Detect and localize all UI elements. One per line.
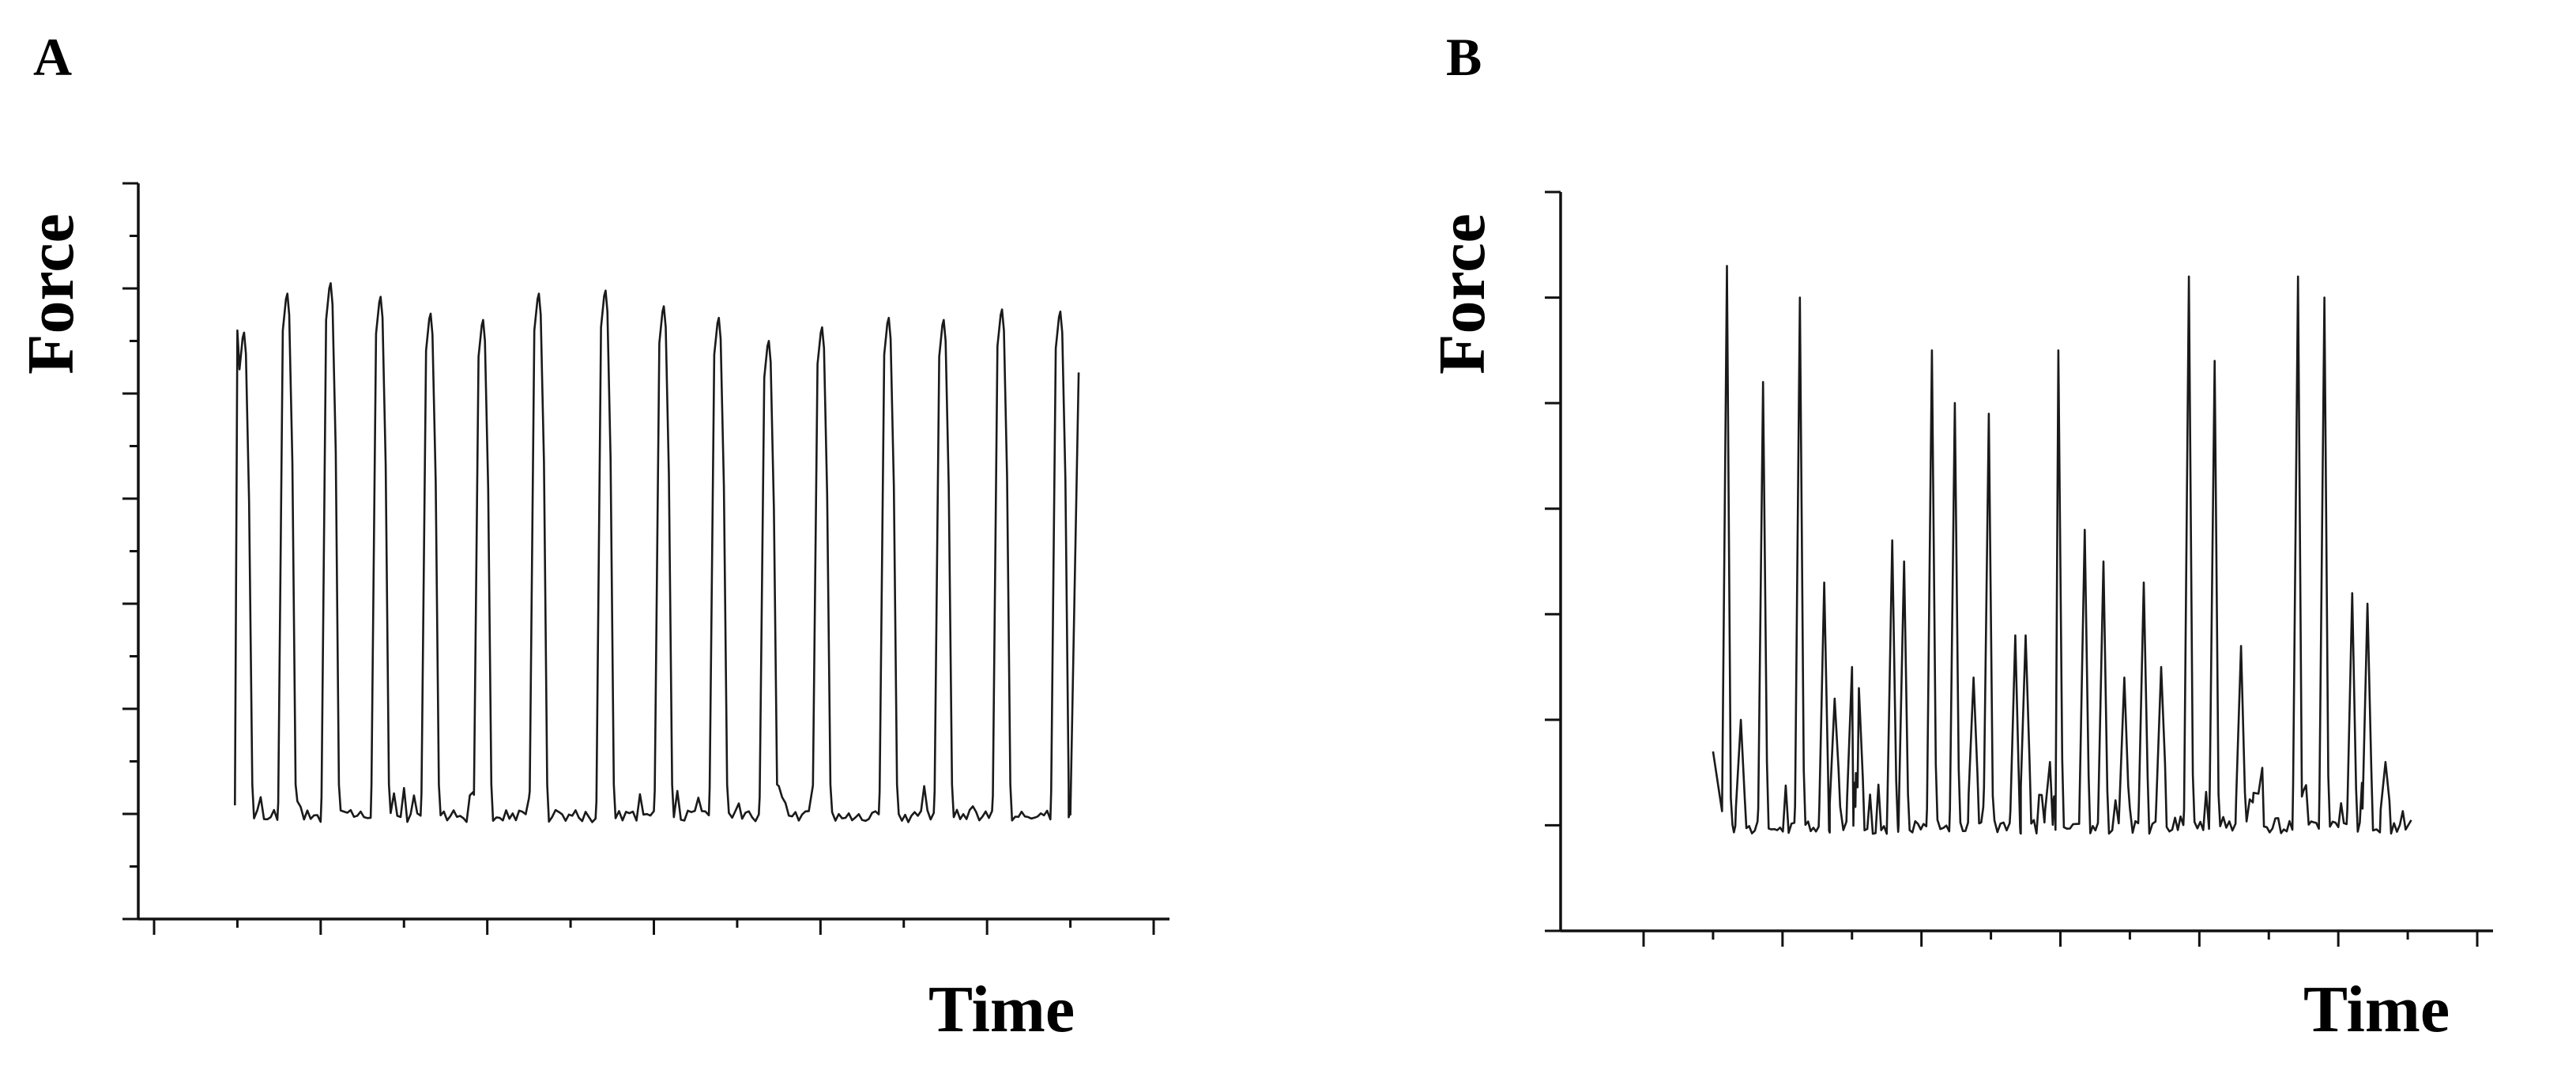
panel-b-force-trace	[1712, 265, 2412, 835]
panel-b: B Force Time	[1425, 27, 2493, 1046]
panel-a-plot	[234, 282, 1080, 823]
panel-a: A Force Time	[14, 27, 1169, 1046]
panel-b-plot	[1712, 265, 2412, 835]
panel-a-y-axis-label: Force	[14, 213, 88, 375]
panel-a-axes	[122, 182, 1169, 935]
panel-b-label: B	[1446, 27, 1482, 87]
panel-a-force-trace	[234, 282, 1080, 823]
panel-a-label: A	[33, 27, 72, 87]
panel-b-axes	[1545, 190, 2493, 947]
panel-b-y-axis-label: Force	[1425, 213, 1499, 375]
panel-b-x-axis-label: Time	[2303, 973, 2450, 1046]
panel-a-x-axis-label: Time	[928, 973, 1075, 1046]
